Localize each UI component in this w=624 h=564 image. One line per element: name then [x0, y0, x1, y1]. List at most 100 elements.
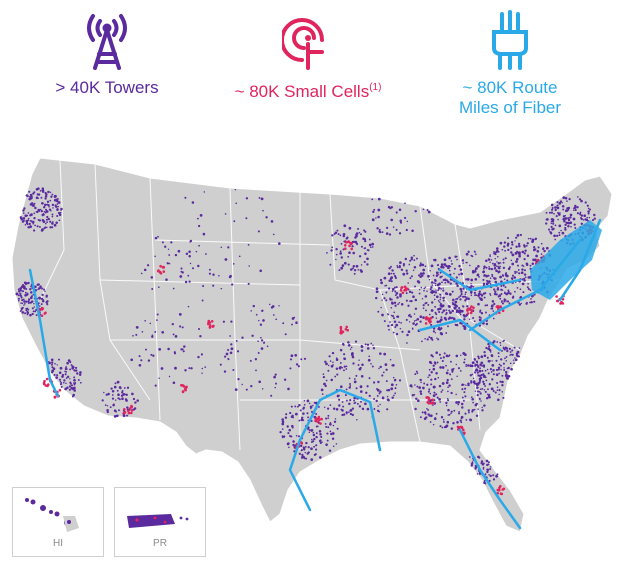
tower-dot [548, 228, 551, 231]
tower-dot [447, 390, 449, 393]
tower-dot [208, 268, 211, 271]
tower-dot [511, 262, 515, 266]
tower-dot [442, 289, 445, 292]
tower-dot [494, 391, 497, 394]
tower-dot [428, 313, 431, 316]
tower-dot [168, 262, 171, 265]
tower-dot [459, 370, 462, 372]
tower-dot [174, 366, 177, 370]
tower-dot [183, 345, 186, 348]
tower-dot [35, 210, 38, 213]
tower-dot [351, 352, 354, 356]
tower-dot [505, 360, 507, 362]
tower-dot [383, 352, 387, 356]
tower-dot [30, 220, 33, 223]
tower-dot [439, 298, 441, 301]
tower-dot [438, 397, 441, 401]
tower-dot [20, 302, 22, 304]
tower-dot [443, 258, 447, 262]
tower-dot [367, 358, 371, 362]
tower-dot [486, 368, 489, 371]
tower-dot [475, 294, 478, 297]
tower-dot [416, 385, 419, 388]
tower-dot [39, 305, 41, 307]
tower-dot [466, 261, 468, 264]
tower-dot [488, 345, 491, 348]
tower-dot [474, 371, 476, 374]
tower-dot [485, 259, 488, 263]
tower-dot [466, 278, 470, 281]
tower-dot [17, 297, 20, 300]
tower-dot [404, 257, 408, 261]
tower-dot [53, 223, 57, 227]
tower-dot [168, 254, 171, 256]
tower-dot [437, 338, 440, 341]
tower-dot [486, 356, 489, 359]
tower-dot [559, 212, 561, 214]
tower-dot [164, 245, 167, 248]
small-cell-dot [130, 409, 134, 412]
tower-dot [537, 246, 540, 249]
small-cell-dot [555, 295, 558, 298]
tower-dot [461, 406, 464, 409]
tower-dot [44, 197, 47, 200]
tower-dot [17, 294, 20, 297]
small-cell-dot [318, 418, 321, 421]
tower-dot [281, 418, 285, 421]
tower-dot [294, 353, 298, 357]
tower-dot [453, 272, 455, 275]
small-cell-dot [500, 492, 504, 496]
tower-dot [325, 379, 328, 382]
tower-dot [350, 346, 353, 349]
tower-dot [498, 267, 501, 270]
tower-dot [435, 295, 439, 299]
tower-dot [481, 409, 484, 412]
tower-dot [471, 270, 475, 274]
tower-dot [505, 355, 508, 358]
tower-dot [41, 293, 44, 297]
tower-dot [328, 355, 331, 358]
tower-dot [398, 321, 400, 324]
tower-dot [434, 282, 437, 285]
tower-dot [426, 383, 429, 386]
tower-dot [351, 413, 354, 417]
tower-dot [58, 371, 62, 374]
tower-dot [424, 286, 427, 288]
tower-dot [189, 241, 191, 243]
tower-dot [475, 369, 478, 372]
tower-dot [501, 391, 504, 393]
tower-dot [416, 399, 420, 403]
tower-dot [569, 213, 573, 217]
tower-dot [39, 208, 42, 211]
tower-dot [116, 389, 119, 392]
tower-dot [343, 357, 345, 360]
tower-dot [258, 380, 261, 384]
tower-dot [497, 295, 500, 298]
tower-dot [366, 385, 369, 388]
tower-dot [179, 325, 182, 328]
small-cell-dot [466, 309, 469, 312]
tower-dot [523, 273, 527, 276]
tower-dot [366, 343, 370, 346]
state-border-line [94, 163, 151, 401]
tower-dot [492, 478, 496, 481]
tower-dot [548, 211, 551, 214]
tower-dot [418, 386, 422, 389]
tower-dot [372, 210, 375, 213]
tower-dot [415, 257, 418, 260]
tower-dot [434, 278, 436, 281]
tower-dot [504, 249, 507, 252]
tower-dot [259, 269, 262, 273]
tower-dot [418, 288, 421, 291]
tower-dot [491, 273, 494, 276]
tower-dot [527, 237, 530, 240]
tower-dot [497, 261, 501, 265]
small-cell-dot [470, 309, 474, 312]
tower-dot [66, 375, 70, 379]
tower-dot [224, 213, 227, 215]
tower-dot [22, 217, 26, 220]
tower-dot [485, 322, 489, 326]
tower-dot [250, 310, 252, 312]
small-cell-dot [468, 308, 471, 311]
tower-dot [21, 290, 23, 292]
